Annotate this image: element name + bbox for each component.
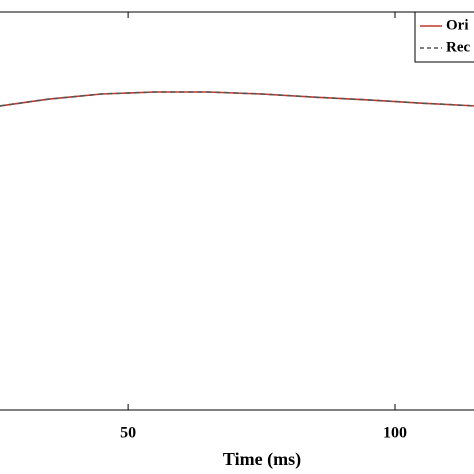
legend-label: Ori	[446, 17, 469, 33]
legend-label: Rec	[446, 39, 470, 55]
series-line	[0, 91, 474, 107]
legend-box	[414, 11, 474, 63]
x-tick-label: 100	[383, 425, 407, 442]
series-line	[0, 91, 474, 107]
x-axis-label: Time (ms)	[223, 449, 301, 470]
x-tick-label: 50	[120, 425, 136, 442]
